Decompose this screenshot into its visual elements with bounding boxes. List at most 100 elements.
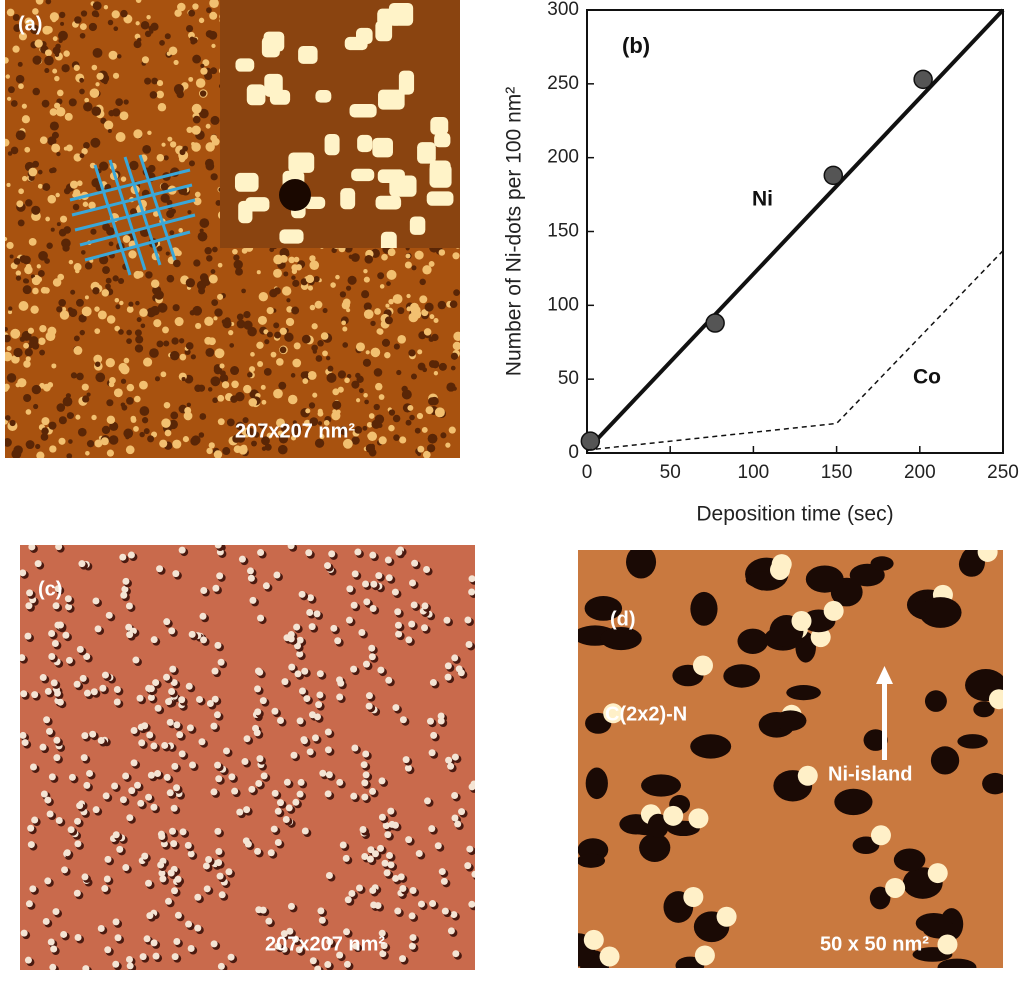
texture: [260, 772, 268, 780]
texture: [424, 797, 432, 805]
texture: [254, 708, 262, 716]
texture: [433, 371, 439, 376]
texture: [394, 621, 402, 629]
texture: [5, 384, 9, 392]
texture: [356, 398, 361, 403]
texture: [113, 388, 123, 398]
texture: [309, 255, 316, 262]
texture: [106, 449, 114, 457]
texture: [100, 437, 109, 446]
texture: [276, 358, 284, 366]
texture: [334, 637, 342, 645]
texture: [421, 624, 429, 632]
texture: [143, 357, 153, 367]
texture: [145, 793, 153, 801]
texture: [336, 778, 344, 786]
texture: [150, 939, 158, 947]
texture: [737, 628, 769, 654]
x-tick-label: 200: [904, 462, 936, 483]
texture: [208, 337, 216, 346]
texture: [119, 300, 124, 306]
texture: [354, 426, 363, 434]
texture: [122, 235, 131, 243]
texture: [287, 545, 295, 550]
texture: [15, 130, 26, 141]
texture: [168, 46, 178, 56]
texture: [213, 316, 218, 321]
texture: [426, 191, 454, 206]
texture: [156, 90, 165, 99]
texture: [111, 10, 120, 19]
texture: [416, 412, 424, 420]
texture: [292, 420, 297, 425]
texture: [195, 695, 203, 703]
texture: [27, 327, 35, 334]
texture: [115, 132, 126, 142]
texture: [43, 716, 51, 724]
texture: [153, 319, 162, 328]
texture: [683, 887, 704, 908]
texture: [150, 22, 159, 31]
texture: [126, 814, 134, 822]
texture: [291, 275, 296, 280]
texture: [325, 872, 333, 880]
texture: [75, 268, 80, 274]
texture: [23, 360, 31, 368]
texture: [147, 685, 155, 693]
texture: [195, 322, 202, 330]
texture: [136, 694, 144, 702]
texture: [308, 402, 316, 409]
x-axis-label: Deposition time (sec): [696, 503, 893, 526]
texture: [242, 417, 249, 424]
texture: [363, 276, 370, 283]
texture: [410, 305, 421, 316]
texture: [219, 373, 229, 383]
texture: [458, 808, 466, 816]
texture: [388, 424, 395, 432]
texture: [324, 133, 340, 156]
texture: [142, 144, 152, 154]
texture: [405, 836, 413, 844]
texture: [253, 729, 261, 737]
texture: [278, 381, 287, 390]
line: [586, 250, 1004, 451]
texture: [31, 276, 41, 286]
y-tick-label: 50: [558, 368, 579, 389]
texture: [32, 8, 39, 15]
texture: [973, 701, 995, 718]
texture: [94, 625, 102, 633]
texture: [138, 739, 146, 747]
texture: [97, 924, 105, 932]
texture: [211, 695, 219, 703]
texture: [157, 861, 165, 869]
texture: [452, 252, 460, 260]
stm-image-d: [578, 550, 1003, 968]
texture: [27, 824, 35, 832]
texture: [117, 277, 125, 285]
texture: [199, 108, 209, 119]
texture: [23, 393, 32, 403]
texture: [120, 402, 126, 408]
texture: [350, 665, 358, 673]
texture: [369, 787, 377, 795]
texture: [236, 313, 244, 321]
texture: [427, 433, 438, 444]
texture: [76, 645, 84, 653]
texture: [64, 595, 72, 603]
texture: [345, 616, 353, 624]
texture: [128, 250, 137, 259]
texture: [159, 875, 167, 883]
texture: [364, 399, 369, 405]
texture: [187, 945, 195, 953]
texture: [415, 850, 423, 858]
texture: [273, 571, 281, 579]
texture: [355, 372, 361, 379]
texture: [449, 300, 458, 309]
texture: [185, 278, 196, 288]
texture: [105, 358, 115, 368]
texture: [114, 325, 121, 332]
texture: [112, 72, 120, 79]
texture: [127, 551, 135, 559]
texture: [205, 123, 211, 129]
texture: [384, 351, 391, 359]
